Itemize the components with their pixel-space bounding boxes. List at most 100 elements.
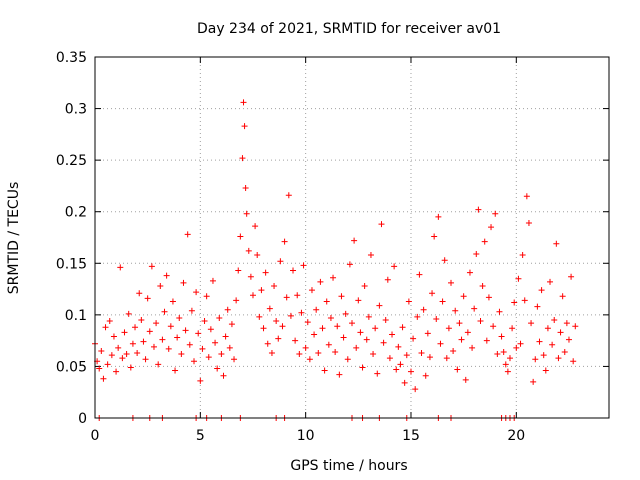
data-point [403, 352, 410, 359]
data-point [302, 344, 309, 351]
data-point [209, 277, 216, 284]
data-point [490, 323, 497, 330]
data-point [176, 314, 183, 321]
data-point [172, 367, 179, 374]
data-points [92, 99, 579, 421]
data-point [140, 338, 147, 345]
data-point [485, 294, 492, 301]
axis-ticks: 0 0.05 0.1 0.15 0.2 0.25 0.3 0.35 0 5 10 15 20 [56, 50, 609, 444]
x-tick-label: 20 [507, 428, 525, 444]
data-point [279, 323, 286, 330]
y-tick-label: 0.2 [65, 205, 87, 221]
data-point [492, 210, 499, 217]
data-point [113, 368, 120, 375]
x-tick-label: 5 [196, 428, 205, 444]
data-point [496, 308, 503, 315]
data-point [260, 325, 267, 332]
data-point [159, 336, 166, 343]
data-point [319, 325, 326, 332]
data-point [498, 333, 505, 340]
data-point [207, 326, 214, 333]
data-point [235, 267, 242, 274]
data-point [460, 293, 467, 300]
data-point [488, 224, 495, 231]
data-point [144, 295, 151, 302]
data-point [547, 278, 554, 285]
data-point [285, 192, 292, 199]
y-tick-label: 0.25 [56, 153, 87, 169]
data-point [391, 263, 398, 270]
data-point [397, 361, 404, 368]
data-point [544, 325, 551, 332]
data-point [433, 315, 440, 322]
data-point [448, 279, 455, 286]
data-point [555, 355, 562, 362]
data-point [115, 344, 122, 351]
data-point [201, 318, 208, 325]
data-point [359, 364, 366, 371]
data-point [252, 223, 259, 230]
data-point [308, 287, 315, 294]
y-tick-label: 0.35 [56, 50, 87, 66]
data-point [123, 351, 130, 358]
data-point [138, 317, 145, 324]
data-point [231, 356, 238, 363]
y-tick-label: 0.15 [56, 256, 87, 272]
data-point [450, 347, 457, 354]
y-tick-label: 0.1 [65, 308, 87, 324]
data-point [304, 319, 311, 326]
data-point [542, 367, 549, 374]
data-point [275, 335, 282, 342]
data-point [169, 298, 176, 305]
data-point [363, 336, 370, 343]
data-point [315, 350, 322, 357]
data-point [528, 320, 535, 327]
data-point [125, 310, 132, 317]
data-point [104, 361, 111, 368]
data-point [222, 333, 229, 340]
data-point [405, 298, 412, 305]
data-point [353, 344, 360, 351]
data-point [355, 297, 362, 304]
data-point [323, 298, 330, 305]
data-point [142, 356, 149, 363]
data-point [372, 325, 379, 332]
data-point [266, 305, 273, 312]
data-point [330, 274, 337, 281]
data-point [290, 267, 297, 274]
data-point [410, 335, 417, 342]
data-point [349, 320, 355, 327]
data-point [338, 293, 345, 300]
data-point [456, 320, 463, 327]
data-point [108, 352, 115, 359]
data-point [357, 329, 364, 336]
data-point [148, 263, 155, 270]
data-point [106, 318, 113, 325]
data-point [98, 347, 105, 354]
data-point [127, 364, 134, 371]
data-point [242, 184, 249, 191]
data-point [361, 282, 368, 289]
data-point [441, 257, 448, 264]
data-point [412, 386, 419, 393]
data-point [414, 313, 421, 320]
data-point [121, 329, 128, 336]
data-point [287, 312, 294, 319]
data-point [559, 293, 566, 300]
data-point [393, 366, 400, 373]
data-point [325, 341, 332, 348]
data-point [523, 193, 530, 200]
data-point [536, 338, 543, 345]
data-point [193, 289, 200, 296]
data-point [551, 317, 558, 324]
data-point [346, 261, 353, 268]
data-point [422, 372, 429, 379]
data-point [110, 333, 117, 340]
data-point [384, 276, 391, 283]
data-point [281, 238, 288, 245]
data-point [557, 329, 564, 336]
data-point [344, 356, 351, 363]
data-point [167, 323, 174, 330]
data-point [563, 320, 570, 327]
data-point [469, 344, 476, 351]
